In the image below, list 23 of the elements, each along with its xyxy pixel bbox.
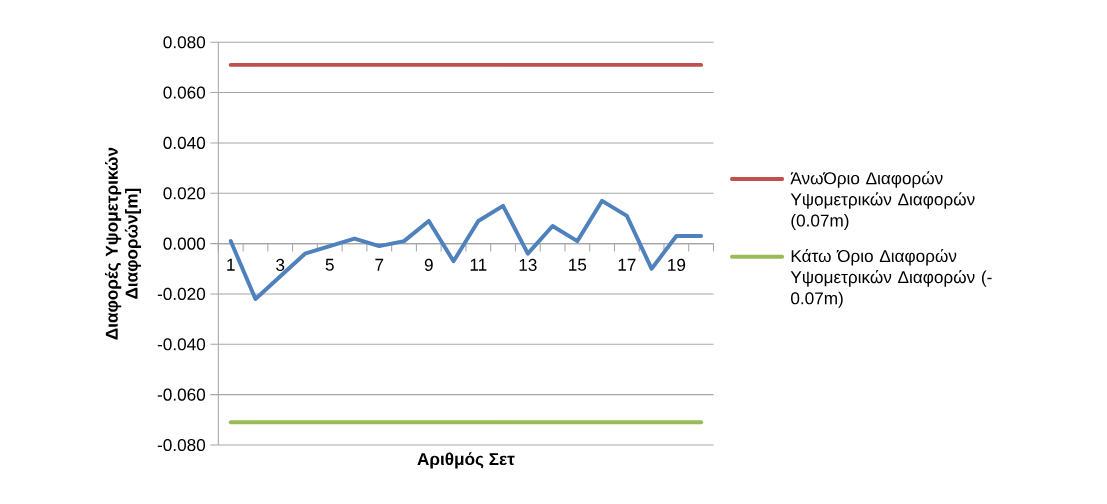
y-tick-label: -0.060 [157,388,206,401]
x-tick-label: 13 [519,258,537,271]
x-tick-label: 9 [424,258,433,271]
x-tick-label: 17 [618,258,636,271]
x-tick-label: 1 [227,258,235,271]
y-tick-label: 0.040 [163,136,206,149]
y-tick-label: -0.080 [157,438,206,451]
x-tick-label: 11 [470,258,487,271]
y-tick-label: 0.020 [163,186,206,200]
y-tick-label: -0.020 [157,287,206,300]
x-tick-label: 19 [668,258,686,271]
y-tick-label: 0.080 [163,35,206,49]
x-tick-label: 7 [375,258,384,271]
x-axis-title: Αριθμός Σετ [417,452,515,469]
x-tick-label: 3 [276,258,285,271]
x-tick-label: 15 [569,258,587,271]
y-tick-label: 0.000 [163,237,206,250]
legend-label: Κάτω Όριο Διαφορών Υψομετρικών Διαφορών (-0.07m) [790,248,992,308]
y-axis-title: Διαφορές Υψομετρικών Διαφορών[m] [105,147,142,340]
legend-label: ΆνωΌριο Διαφορών Υψομετρικών Διαφορών (0.07m) [790,171,975,230]
x-tick-label: 5 [325,258,334,271]
y-tick-label: 0.060 [163,86,206,99]
y-tick-label: -0.040 [157,338,206,351]
